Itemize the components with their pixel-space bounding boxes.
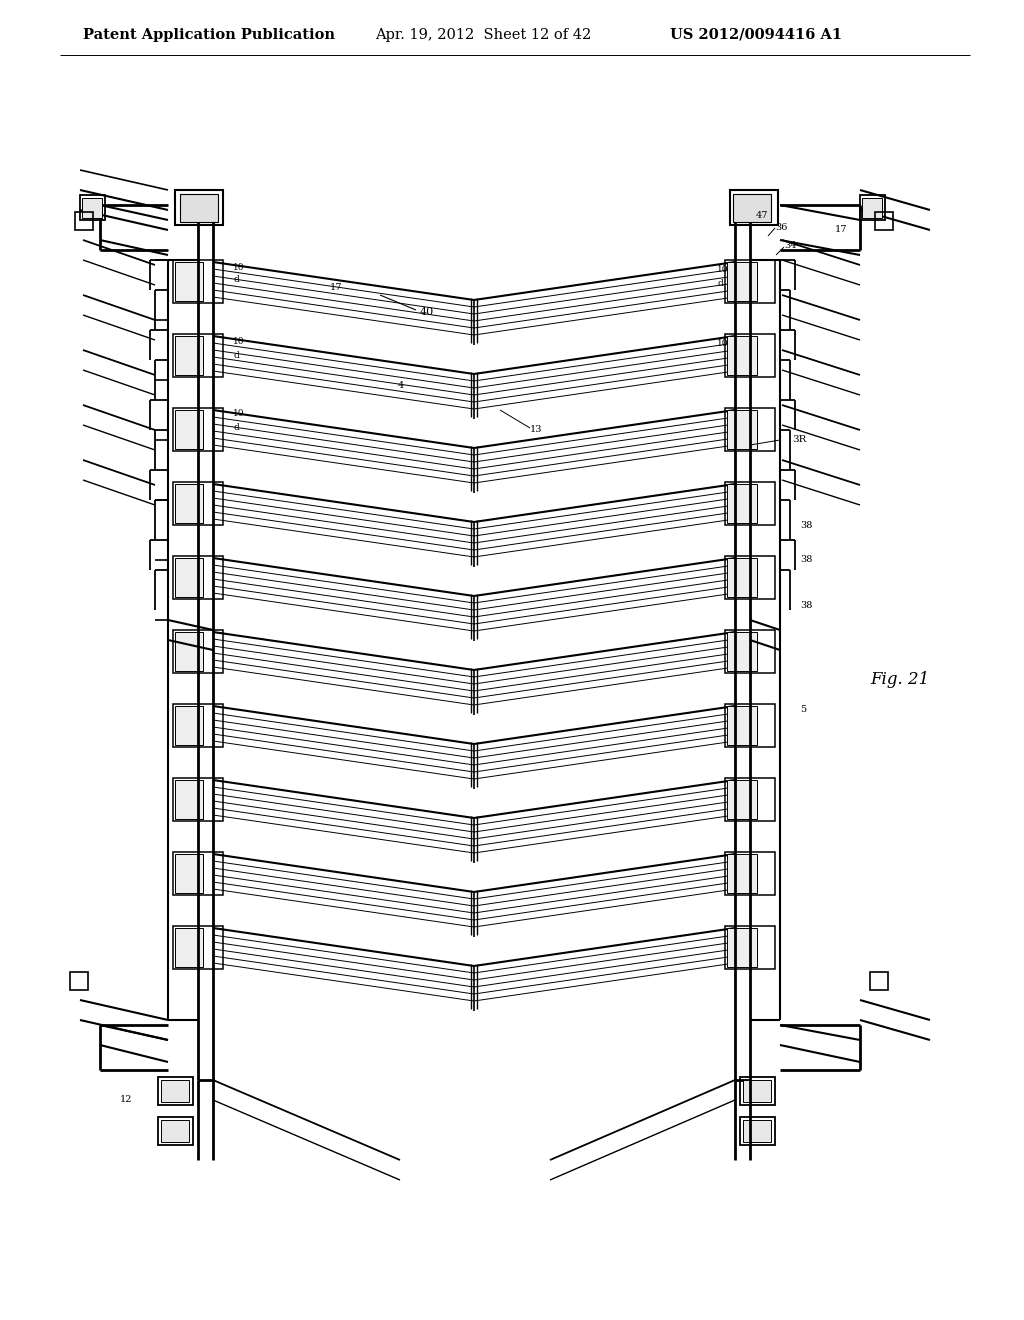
Bar: [860, 195, 885, 220]
Bar: [743, 1119, 771, 1142]
Bar: [727, 411, 757, 449]
Bar: [70, 972, 88, 990]
Bar: [743, 1080, 771, 1102]
Text: 38: 38: [800, 520, 812, 529]
Bar: [725, 408, 775, 451]
Text: d: d: [233, 351, 239, 359]
Text: 17: 17: [835, 226, 848, 235]
Bar: [725, 334, 775, 378]
Bar: [175, 190, 223, 224]
Text: 4: 4: [398, 380, 404, 389]
Text: 3R: 3R: [792, 436, 806, 445]
Bar: [175, 706, 203, 744]
Bar: [173, 630, 223, 673]
Bar: [175, 261, 203, 301]
Bar: [727, 854, 757, 894]
Text: d: d: [717, 279, 723, 288]
Bar: [82, 198, 102, 218]
Bar: [862, 198, 882, 218]
Bar: [80, 195, 105, 220]
Bar: [180, 194, 218, 222]
Text: Apr. 19, 2012  Sheet 12 of 42: Apr. 19, 2012 Sheet 12 of 42: [375, 28, 591, 42]
Text: 10: 10: [717, 339, 728, 348]
Bar: [725, 630, 775, 673]
Bar: [161, 1080, 189, 1102]
Bar: [161, 1119, 189, 1142]
Bar: [725, 704, 775, 747]
Bar: [175, 558, 203, 597]
Text: Patent Application Publication: Patent Application Publication: [83, 28, 335, 42]
Bar: [727, 706, 757, 744]
Bar: [725, 927, 775, 969]
Bar: [727, 632, 757, 671]
Bar: [725, 260, 775, 304]
Text: 10: 10: [233, 264, 245, 272]
Bar: [173, 408, 223, 451]
Bar: [173, 334, 223, 378]
Bar: [730, 190, 778, 224]
Bar: [175, 928, 203, 968]
Text: 10: 10: [233, 338, 245, 346]
Bar: [173, 851, 223, 895]
Text: 38: 38: [800, 556, 812, 565]
Bar: [173, 704, 223, 747]
Text: d: d: [233, 276, 239, 285]
Bar: [175, 337, 203, 375]
Text: 10: 10: [233, 409, 245, 418]
Bar: [175, 780, 203, 818]
Text: 10: 10: [717, 265, 728, 275]
Bar: [727, 261, 757, 301]
Bar: [870, 972, 888, 990]
Text: 47: 47: [756, 210, 768, 219]
Bar: [733, 194, 771, 222]
Bar: [173, 777, 223, 821]
Bar: [175, 411, 203, 449]
Bar: [173, 927, 223, 969]
Text: 34: 34: [784, 242, 797, 251]
Bar: [727, 780, 757, 818]
Bar: [158, 1117, 193, 1144]
Bar: [173, 260, 223, 304]
Bar: [727, 337, 757, 375]
Bar: [158, 1077, 193, 1105]
Text: 12: 12: [120, 1096, 132, 1105]
Text: 17: 17: [330, 284, 342, 293]
Bar: [727, 558, 757, 597]
Text: 5: 5: [800, 705, 806, 714]
Bar: [725, 851, 775, 895]
Bar: [727, 484, 757, 523]
Bar: [175, 632, 203, 671]
Bar: [175, 854, 203, 894]
Bar: [725, 482, 775, 525]
Text: d: d: [233, 422, 239, 432]
Bar: [740, 1077, 775, 1105]
Bar: [725, 556, 775, 599]
Bar: [725, 777, 775, 821]
Text: 13: 13: [530, 425, 543, 434]
Text: 38: 38: [800, 601, 812, 610]
Text: 36: 36: [775, 223, 787, 231]
Bar: [75, 213, 93, 230]
Bar: [175, 484, 203, 523]
Text: 40: 40: [420, 308, 434, 317]
Bar: [727, 928, 757, 968]
Bar: [874, 213, 893, 230]
Bar: [173, 556, 223, 599]
Text: Fig. 21: Fig. 21: [870, 672, 929, 689]
Text: US 2012/0094416 A1: US 2012/0094416 A1: [670, 28, 842, 42]
Bar: [740, 1117, 775, 1144]
Bar: [173, 482, 223, 525]
